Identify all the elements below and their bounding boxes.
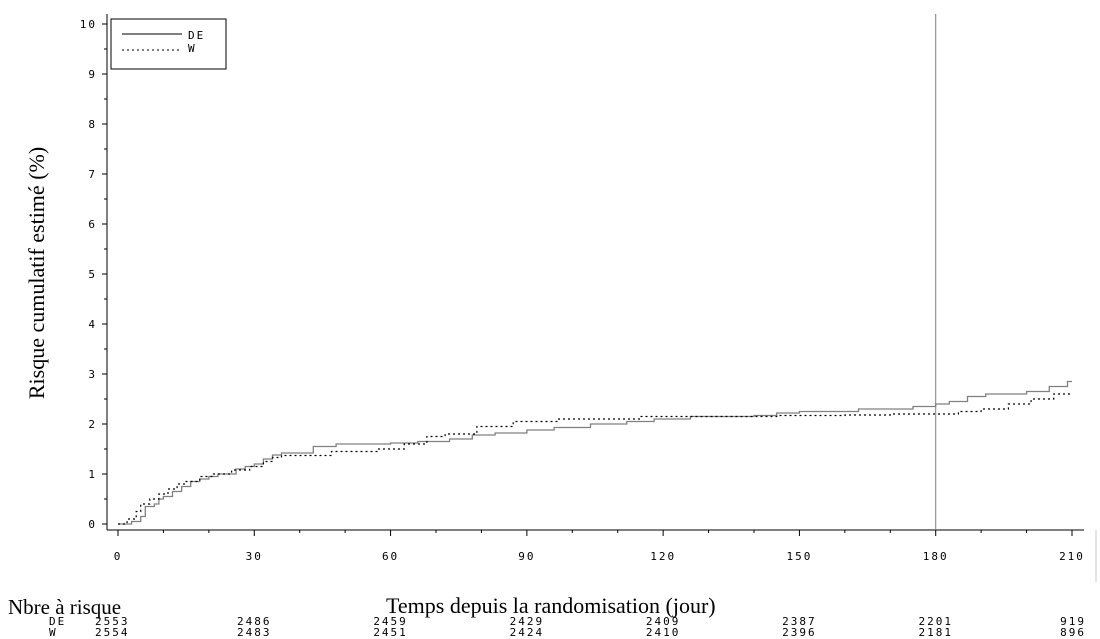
y-tick-label: 6 <box>88 218 97 231</box>
y-tick-label: 2 <box>88 418 97 431</box>
x-tick-label: 30 <box>246 550 263 563</box>
y-tick-label: 9 <box>88 68 97 81</box>
risk-value-de: 2387 <box>782 615 817 628</box>
risk-value-w: 2554 <box>95 626 130 639</box>
y-tick-label: 1 <box>88 468 97 481</box>
risk-value-w: 2483 <box>237 626 272 639</box>
y-tick-label: 7 <box>88 168 97 181</box>
y-tick-label: 5 <box>88 268 97 281</box>
legend-label-de: DE <box>188 29 205 42</box>
x-tick-label: 120 <box>650 550 676 563</box>
risk-table-title: Nbre à risque <box>8 595 121 619</box>
y-tick-label: 0 <box>88 518 97 531</box>
x-axis-ticks: 0 30 60 90 120 150 180 210 <box>114 530 1085 563</box>
x-tick-label: 180 <box>923 550 949 563</box>
x-tick-label: 60 <box>382 550 399 563</box>
y-axis-label: Risque cumulatif estimé (%) <box>24 147 49 399</box>
y-tick-label: 3 <box>88 368 97 381</box>
risk-value-w: 2410 <box>646 626 681 639</box>
risk-value-de: 2459 <box>373 615 408 628</box>
risk-table: DE 2553 2486 2459 2429 2409 2387 2201 919 W 2554 24… <box>49 615 1086 639</box>
risk-row-label-de: DE <box>49 615 66 628</box>
x-axis-label: Temps depuis la randomisation (jour) <box>386 593 716 618</box>
x-tick-label: 0 <box>114 550 123 563</box>
y-tick-label: 4 <box>88 318 97 331</box>
y-tick-label: 10 <box>80 18 97 31</box>
x-tick-label: 210 <box>1059 550 1085 563</box>
y-tick-label: 8 <box>88 118 97 131</box>
risk-value-de: 2486 <box>237 615 272 628</box>
risk-value-w: 2451 <box>373 626 408 639</box>
legend: DE W <box>110 18 227 70</box>
x-tick-label: 90 <box>518 550 535 563</box>
risk-value-de: 2201 <box>918 615 953 628</box>
y-axis-ticks: 0 1 2 3 4 5 6 7 8 9 10 <box>80 18 107 531</box>
series-w-line <box>118 393 1072 525</box>
legend-box <box>110 18 227 70</box>
plot-frame <box>106 14 1097 582</box>
series-layer <box>118 380 1072 525</box>
risk-row-label-w: W <box>49 626 58 639</box>
risk-value-de: 2409 <box>646 615 681 628</box>
risk-value-w: 2396 <box>782 626 817 639</box>
risk-value-de: 2553 <box>95 615 130 628</box>
risk-value-de: 919 <box>1060 615 1086 628</box>
legend-label-w: W <box>188 42 197 55</box>
risk-value-w: 896 <box>1060 626 1086 639</box>
risk-value-w: 2181 <box>918 626 953 639</box>
x-tick-label: 150 <box>786 550 812 563</box>
series-de-line <box>118 380 1072 525</box>
risk-value-w: 2424 <box>510 626 545 639</box>
risk-value-de: 2429 <box>510 615 545 628</box>
